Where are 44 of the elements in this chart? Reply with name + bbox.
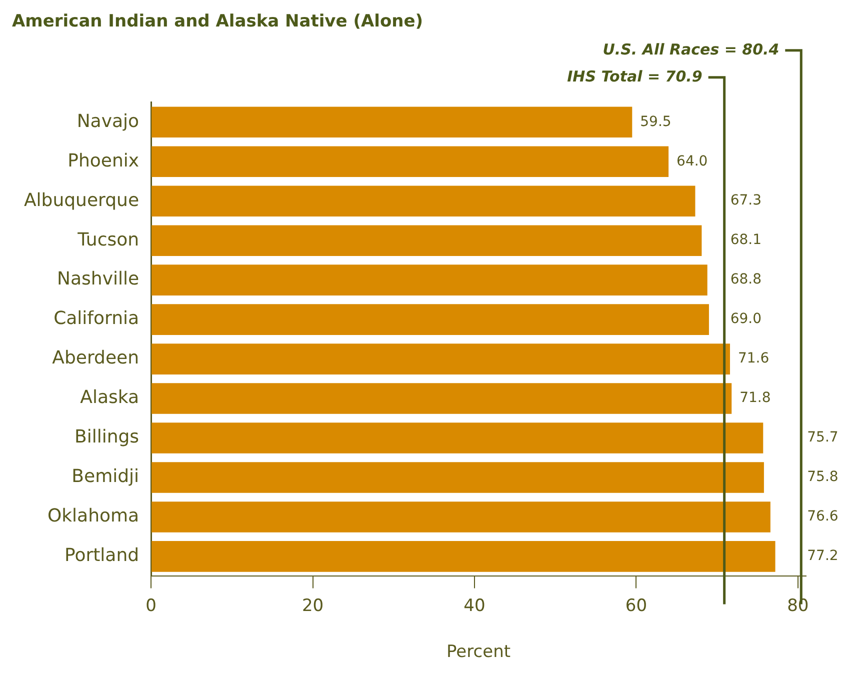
data-label: 77.2 [807,548,838,564]
data-label: 68.1 [730,232,762,248]
bar [152,264,708,296]
bar [152,106,632,138]
data-label: 69.0 [730,311,762,328]
bar [152,502,770,532]
data-label: 71.8 [740,390,771,406]
data-label: 59.5 [640,114,672,130]
chart-title: American Indian and Alaska Native (Alone) [12,12,424,32]
x-tick-label: 0 [146,596,156,616]
ref-line-label: IHS Total = 70.9 [567,67,702,86]
data-label: 76.6 [807,508,838,525]
bar [152,225,702,256]
y-tick-label: Oklahoma [47,506,140,527]
y-tick-label: California [54,308,140,330]
y-tick-label: Bemidji [72,466,140,488]
y-tick-label: Tucson [76,229,140,250]
ref-line-label: U.S. All Races = 80.4 [602,40,780,58]
x-tick-label: 20 [302,596,324,616]
bar [152,344,730,374]
x-tick-label: 40 [464,596,486,616]
x-axis-title: Percent [446,642,511,662]
y-tick-label: Alaska [80,387,140,408]
y-tick-label: Phoenix [68,150,140,172]
y-tick-label: Albuquerque [24,190,140,211]
bar [152,383,732,414]
data-label: 75.7 [807,430,838,446]
y-tick-label: Billings [74,426,140,448]
y-tick-label: Aberdeen [52,348,140,369]
data-label: 68.8 [730,272,762,288]
data-label: 64.0 [676,153,708,170]
data-label: 71.6 [738,350,770,367]
data-label: 75.8 [807,469,838,486]
bar [152,146,669,178]
y-tick-label: Nashville [57,268,140,290]
y-tick-label: Portland [64,545,140,566]
x-tick-label: 60 [625,596,648,616]
bar [152,462,764,493]
y-tick-label: Navajo [76,110,140,132]
bar [152,304,709,335]
data-label: 67.3 [730,192,762,209]
bar [152,541,776,572]
bar [152,422,764,454]
bar [152,186,696,217]
